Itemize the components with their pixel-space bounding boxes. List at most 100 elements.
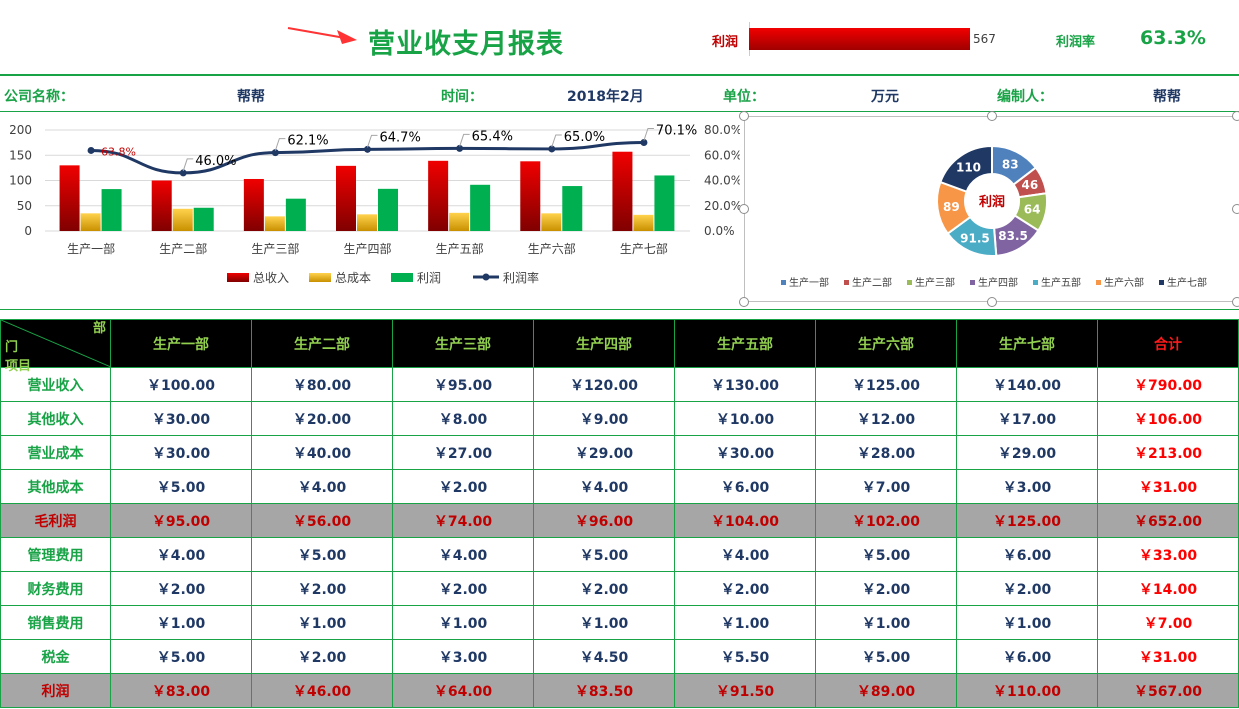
table-cell: ￥30.00 [674,435,816,470]
legend-swatch [907,280,912,285]
table-cell: ￥1.00 [956,605,1098,640]
row-label: 管理费用 [0,537,111,572]
y-tick-label: 0 [24,224,32,238]
y2-tick-label: 0.0% [704,224,735,238]
bar-2 [654,175,675,231]
table-cell: ￥2.00 [956,571,1098,606]
rate-data-label: 65.0% [564,130,605,145]
bar-2 [101,189,122,231]
y2-tick-label: 40.0% [704,174,740,188]
table-cell: ￥9.00 [533,401,675,436]
rate-data-label: 63.8% [101,145,136,158]
table-cell: ￥5.00 [251,537,393,572]
company-value: 帮帮 [237,89,265,105]
table-cell: ￥104.00 [674,503,816,538]
table-total-cell: ￥790.00 [1097,367,1239,402]
resize-handle[interactable] [739,297,749,307]
table-cell: ￥95.00 [392,367,534,402]
bar-1 [449,212,470,231]
table-cell: ￥40.00 [251,435,393,470]
rate-point [548,145,556,153]
rate-point [271,149,279,157]
table-cell: ￥120.00 [533,367,675,402]
table-cell: ￥2.00 [251,571,393,606]
table-row: 管理费用 ￥4.00 ￥5.00 ￥4.00 ￥5.00 ￥4.00 ￥5.00 ￥6.00 ￥… [0,537,1239,572]
table-cell: ￥1.00 [674,605,816,640]
table-cell: ￥74.00 [392,503,534,538]
row-label: 其他收入 [0,401,111,436]
column-header: 生产三部 [392,319,534,368]
table-cell: ￥4.00 [392,537,534,572]
table-cell: ￥5.00 [110,469,252,504]
table-row: 营业收入 ￥100.00 ￥80.00 ￥95.00 ￥120.00 ￥130.00 ￥12… [0,367,1239,402]
table-cell: ￥56.00 [251,503,393,538]
profit-label: 利润 [712,35,739,50]
column-header: 生产一部 [110,319,252,368]
y2-tick-label: 80.0% [704,123,740,137]
report-table: 部 门 项目 生产一部 生产二部 生产三部 生产四部 生产五部 生产六部 生产七… [0,319,1239,708]
bar-0 [59,165,80,231]
legend-label: 生产三部 [915,276,955,289]
corner-label-item: 项目 [5,359,32,374]
table-cell: ￥5.00 [815,537,957,572]
table-cell: ￥83.00 [110,673,252,708]
table-row: 营业成本 ￥30.00 ￥40.00 ￥27.00 ￥29.00 ￥30.00 ￥28.00… [0,435,1239,470]
row-label: 税金 [0,639,111,674]
resize-handle[interactable] [739,111,749,121]
resize-handle[interactable] [1232,297,1239,307]
red-arrow-icon [287,27,357,44]
profit-rate-label: 利润率 [1056,35,1096,50]
resize-handle[interactable] [739,204,749,214]
rate-data-label: 46.0% [195,154,236,169]
legend-swatch [309,273,331,282]
table-cell: ￥3.00 [956,469,1098,504]
editor-label: 编制人： [997,89,1053,105]
y2-tick-label: 20.0% [704,199,740,213]
legend-label: 生产六部 [1104,276,1144,289]
x-tick-label: 生产五部 [436,241,484,256]
table-cell: ￥2.00 [815,571,957,606]
bar-0 [520,161,541,231]
table-cell: ￥100.00 [110,367,252,402]
table-cell: ￥27.00 [392,435,534,470]
x-tick-label: 生产七部 [620,241,668,256]
combo-chart[interactable]: 0 50 100 150 200 0.0% 20.0% 40.0% 60.0% 80.0% 生产一部… [0,115,740,305]
table-total-cell: ￥14.00 [1097,571,1239,606]
bar-2 [378,188,398,231]
legend-label: 生产一部 [789,276,829,289]
legend-swatch [391,273,413,282]
unit-value: 万元 [871,89,899,105]
table-total-cell: ￥33.00 [1097,537,1239,572]
resize-handle[interactable] [1232,111,1239,121]
table-row: 销售费用 ￥1.00 ￥1.00 ￥1.00 ￥1.00 ￥1.00 ￥1.00 ￥1.00 ￥… [0,605,1239,640]
table-total-cell: ￥213.00 [1097,435,1239,470]
column-header: 生产六部 [815,319,957,368]
table-cell: ￥2.00 [251,639,393,674]
table-cell: ￥2.00 [533,571,675,606]
table-cell: ￥89.00 [815,673,957,708]
page-title: 营业收支月报表 [368,29,564,60]
table-cell: ￥5.00 [815,639,957,674]
bar-2 [193,207,214,231]
table-total-cell: ￥652.00 [1097,503,1239,538]
table-cell: ￥5.00 [110,639,252,674]
table-cell: ￥28.00 [815,435,957,470]
rate-data-label: 70.1% [656,123,697,138]
pie-data-label: 91.5 [960,231,990,245]
y-tick-label: 50 [17,199,32,213]
resize-handle[interactable] [987,111,997,121]
table-cell: ￥46.00 [251,673,393,708]
table-cell: ￥2.00 [110,571,252,606]
table-cell: ￥95.00 [110,503,252,538]
time-label: 时间： [441,89,483,105]
table-cell: ￥4.00 [533,469,675,504]
resize-handle[interactable] [987,297,997,307]
table-cell: ￥91.50 [674,673,816,708]
table-cell: ￥64.00 [392,673,534,708]
pie-slice [939,144,993,193]
table-cell: ￥4.00 [110,537,252,572]
resize-handle[interactable] [1232,204,1239,214]
table-cell: ￥140.00 [956,367,1098,402]
legend-swatch [844,280,849,285]
